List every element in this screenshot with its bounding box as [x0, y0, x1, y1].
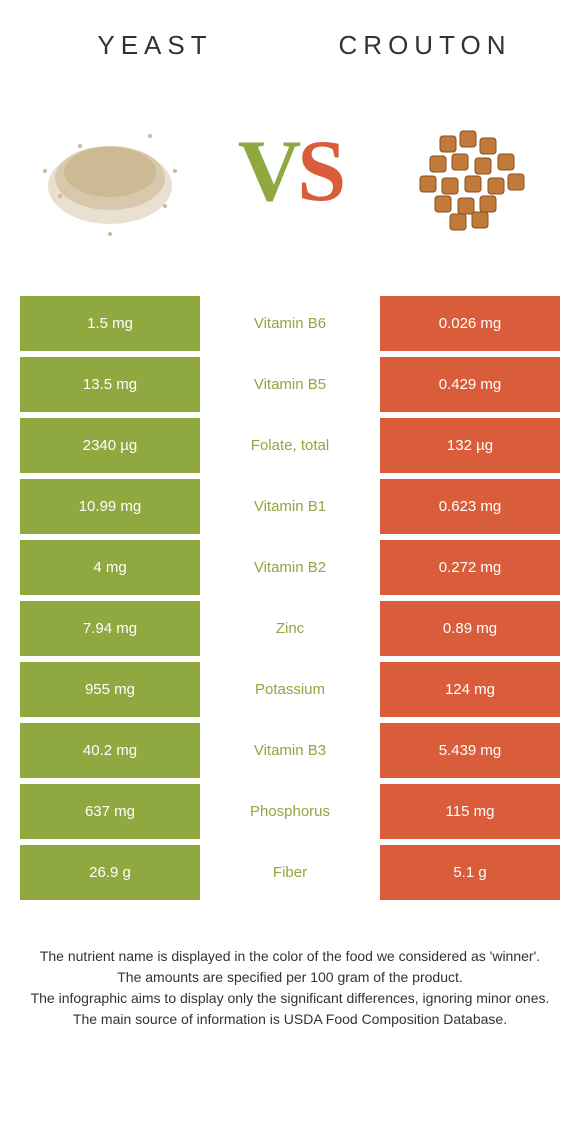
nutrient-name: Vitamin B6	[200, 296, 380, 351]
nutrient-row: 26.9 gFiber5.1 g	[20, 845, 560, 900]
crouton-image	[380, 86, 560, 256]
right-value: 0.272 mg	[380, 540, 560, 595]
right-value: 0.623 mg	[380, 479, 560, 534]
left-value: 4 mg	[20, 540, 200, 595]
footnote-line: The nutrient name is displayed in the co…	[20, 946, 560, 967]
nutrient-row: 955 mgPotassium124 mg	[20, 662, 560, 717]
nutrient-row: 13.5 mgVitamin B50.429 mg	[20, 357, 560, 412]
right-value: 5.1 g	[380, 845, 560, 900]
left-value: 637 mg	[20, 784, 200, 839]
nutrient-row: 1.5 mgVitamin B60.026 mg	[20, 296, 560, 351]
left-value: 7.94 mg	[20, 601, 200, 656]
footnote-line: The infographic aims to display only the…	[20, 988, 560, 1009]
vs-s: S	[297, 123, 342, 220]
left-value: 2340 µg	[20, 418, 200, 473]
footnote-line: The main source of information is USDA F…	[20, 1009, 560, 1030]
right-value: 5.439 mg	[380, 723, 560, 778]
nutrient-row: 7.94 mgZinc0.89 mg	[20, 601, 560, 656]
nutrient-row: 4 mgVitamin B20.272 mg	[20, 540, 560, 595]
footnotes: The nutrient name is displayed in the co…	[0, 906, 580, 1030]
nutrient-name: Folate, total	[200, 418, 380, 473]
right-value: 132 µg	[380, 418, 560, 473]
title-row: YEAST CROUTON	[0, 0, 580, 76]
nutrient-table: 1.5 mgVitamin B60.026 mg13.5 mgVitamin B…	[0, 296, 580, 900]
nutrient-row: 637 mgPhosphorus115 mg	[20, 784, 560, 839]
left-value: 955 mg	[20, 662, 200, 717]
nutrient-row: 2340 µgFolate, total132 µg	[20, 418, 560, 473]
yeast-image	[20, 86, 200, 256]
left-value: 10.99 mg	[20, 479, 200, 534]
right-value: 124 mg	[380, 662, 560, 717]
vs-v: V	[238, 123, 298, 220]
left-value: 13.5 mg	[20, 357, 200, 412]
vs-label: VS	[238, 121, 343, 222]
left-value: 40.2 mg	[20, 723, 200, 778]
nutrient-name: Vitamin B3	[200, 723, 380, 778]
nutrient-name: Zinc	[200, 601, 380, 656]
left-value: 1.5 mg	[20, 296, 200, 351]
hero-row: VS	[0, 76, 580, 296]
nutrient-name: Vitamin B5	[200, 357, 380, 412]
right-value: 0.026 mg	[380, 296, 560, 351]
nutrient-name: Vitamin B1	[200, 479, 380, 534]
right-value: 0.89 mg	[380, 601, 560, 656]
left-value: 26.9 g	[20, 845, 200, 900]
nutrient-row: 10.99 mgVitamin B10.623 mg	[20, 479, 560, 534]
footnote-line: The amounts are specified per 100 gram o…	[20, 967, 560, 988]
nutrient-row: 40.2 mgVitamin B35.439 mg	[20, 723, 560, 778]
nutrient-name: Potassium	[200, 662, 380, 717]
right-food-title: CROUTON	[290, 30, 560, 61]
nutrient-name: Fiber	[200, 845, 380, 900]
right-value: 115 mg	[380, 784, 560, 839]
nutrient-name: Vitamin B2	[200, 540, 380, 595]
right-value: 0.429 mg	[380, 357, 560, 412]
nutrient-name: Phosphorus	[200, 784, 380, 839]
left-food-title: YEAST	[20, 30, 290, 61]
